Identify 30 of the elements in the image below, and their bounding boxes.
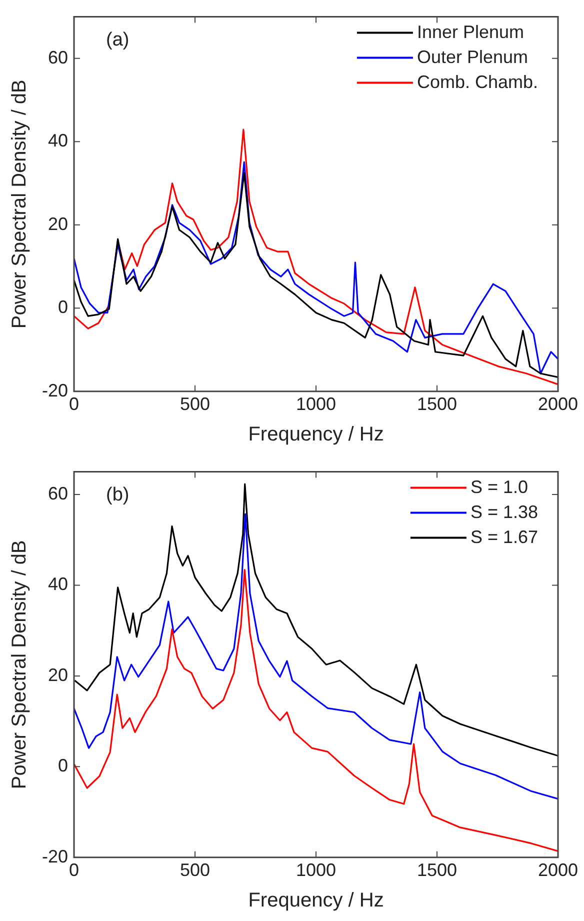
- annotation: (b): [106, 484, 130, 506]
- x-axis-title: Frequency / Hz: [248, 890, 384, 912]
- y-tick-label: -20: [42, 380, 68, 400]
- x-tick-label: 2000: [538, 394, 578, 414]
- y-axis-title: Power Spectral Density / dB: [8, 80, 31, 329]
- y-tick-label: 0: [58, 756, 68, 776]
- y-tick-label: 60: [48, 47, 68, 68]
- legend-label: S = 1.38: [470, 502, 538, 522]
- legend-label: Inner Plenum: [416, 22, 524, 42]
- x-tick-label: 1500: [416, 860, 458, 880]
- x-axis-title: Frequency / Hz: [248, 424, 384, 446]
- y-tick-label: 0: [58, 297, 68, 318]
- y-tick-label: -20: [42, 846, 68, 866]
- x-tick-label: 500: [180, 860, 210, 880]
- y-tick-label: 60: [48, 483, 68, 504]
- x-tick-label: 1000: [296, 394, 336, 414]
- x-tick-label: 1000: [296, 860, 336, 880]
- y-tick-label: 20: [48, 664, 68, 685]
- annotation: (a): [106, 30, 130, 51]
- legend-label: S = 1.0: [470, 476, 528, 497]
- legend-label: S = 1.67: [470, 526, 538, 547]
- x-tick-label: 2000: [538, 860, 578, 880]
- y-axis-title: Power Spectral Density / dB: [8, 540, 31, 790]
- y-tick-label: 40: [48, 574, 68, 594]
- legend-label: Comb. Chamb.: [416, 72, 538, 92]
- x-tick-label: 500: [180, 394, 210, 414]
- y-tick-label: 20: [48, 214, 68, 234]
- x-tick-label: 1500: [416, 394, 458, 414]
- legend-label: Outer Plenum: [416, 46, 528, 67]
- y-tick-label: 40: [48, 130, 68, 151]
